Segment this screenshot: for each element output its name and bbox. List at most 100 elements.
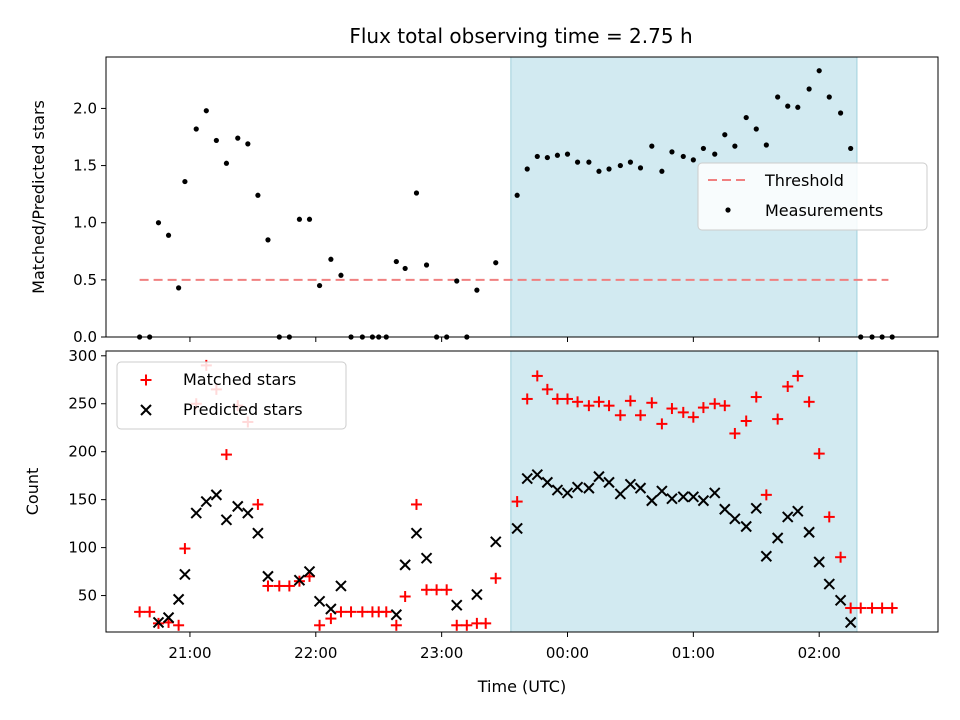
predicted-star-point bbox=[399, 559, 411, 571]
legend-threshold-label: Threshold bbox=[764, 171, 844, 190]
measurement-point bbox=[193, 126, 199, 132]
predicted-star-point bbox=[666, 492, 678, 505]
measurement-point bbox=[848, 145, 854, 152]
measurement-point bbox=[743, 114, 749, 121]
measurement-point bbox=[659, 168, 665, 174]
predicted-star-point bbox=[813, 556, 825, 568]
x-tick-label: 23:00 bbox=[420, 644, 463, 662]
measurement-point bbox=[223, 160, 230, 166]
predicted-star-point bbox=[313, 595, 326, 608]
measurement-point bbox=[423, 262, 430, 268]
predicted-star-point bbox=[771, 532, 784, 544]
measurement-point bbox=[255, 192, 261, 198]
matched-star-point bbox=[314, 619, 326, 631]
measurement-point bbox=[816, 68, 822, 74]
x-axis-label: Time (UTC) bbox=[477, 677, 566, 696]
matched-star-point bbox=[792, 370, 804, 382]
matched-star-point bbox=[729, 427, 741, 439]
measurement-point bbox=[669, 149, 675, 155]
y-tick-label: 100 bbox=[68, 539, 97, 557]
measurement-point bbox=[617, 162, 623, 169]
measurement-point bbox=[690, 157, 696, 163]
matched-star-point bbox=[451, 619, 463, 631]
measurement-point bbox=[564, 151, 571, 157]
ratio-plot-frame bbox=[105, 56, 939, 338]
predicted-star-point bbox=[709, 487, 721, 499]
matched-star-point bbox=[531, 370, 543, 382]
matched-star-point bbox=[866, 602, 878, 614]
x-tick-label: 02:00 bbox=[798, 644, 841, 662]
measurement-point bbox=[165, 232, 172, 238]
x-tick-label: 01:00 bbox=[672, 644, 715, 662]
measurement-point bbox=[554, 152, 561, 158]
predicted-star-point bbox=[420, 552, 433, 564]
matched-star-point bbox=[541, 383, 553, 395]
predicted-star-point bbox=[390, 609, 403, 621]
y-tick-label: 2.0 bbox=[73, 99, 97, 117]
measurement-point bbox=[732, 143, 738, 149]
predicted-star-point bbox=[646, 494, 658, 507]
predicted-star-point bbox=[172, 593, 185, 606]
matched-star-point bbox=[220, 449, 232, 461]
predicted-star-point bbox=[677, 491, 689, 503]
measurement-point bbox=[586, 159, 592, 165]
matched-star-point bbox=[325, 613, 337, 625]
y-tick-label: 150 bbox=[68, 491, 97, 509]
measurement-point bbox=[306, 216, 313, 222]
measurement-point bbox=[763, 142, 769, 148]
measurement-point bbox=[155, 220, 162, 226]
predicted-star-point bbox=[190, 507, 202, 519]
matched-star-point bbox=[666, 403, 678, 415]
measurement-point bbox=[534, 153, 540, 160]
predicted-star-point bbox=[571, 481, 584, 493]
measurement-point bbox=[338, 272, 344, 278]
matched-star-point bbox=[410, 498, 422, 510]
predicted-star-point bbox=[335, 580, 347, 592]
matched-star-point bbox=[823, 511, 835, 523]
matched-star-point bbox=[134, 606, 146, 618]
predicted-star-point bbox=[325, 603, 337, 615]
measurement-point bbox=[544, 154, 550, 161]
measurement-point bbox=[606, 166, 612, 172]
predicted-star-point bbox=[729, 513, 741, 525]
measurement-point bbox=[637, 165, 644, 171]
legend-matched-swatch bbox=[140, 374, 152, 386]
predicted-star-point bbox=[451, 599, 463, 611]
x-tick-label: 21:00 bbox=[168, 644, 211, 662]
predicted-star-point bbox=[792, 505, 804, 517]
predicted-star-point bbox=[719, 503, 731, 515]
matched-star-point bbox=[740, 415, 752, 427]
matched-star-point bbox=[431, 584, 443, 596]
matched-star-point bbox=[345, 606, 357, 618]
measurement-point bbox=[826, 94, 832, 100]
measurement-point bbox=[454, 278, 460, 284]
measurement-point bbox=[245, 141, 251, 147]
matched-star-point bbox=[561, 393, 573, 405]
predicted-star-point bbox=[687, 491, 700, 503]
matched-star-point bbox=[855, 602, 867, 614]
ratio-x-ticks bbox=[189, 337, 820, 342]
x-tick-label: 00:00 bbox=[546, 644, 589, 662]
predicted-star-point bbox=[844, 616, 857, 629]
predicted-star-point bbox=[232, 500, 244, 513]
predicted-star-point bbox=[541, 476, 554, 489]
predicted-star-point bbox=[200, 495, 213, 508]
matched-star-point bbox=[252, 498, 264, 510]
matched-star-point bbox=[335, 606, 347, 618]
matched-star-point bbox=[461, 619, 473, 631]
y-tick-label: 0.5 bbox=[73, 271, 97, 289]
y-tick-label: 200 bbox=[68, 443, 97, 461]
matched-star-point bbox=[490, 572, 502, 584]
y-tick-label: 50 bbox=[78, 587, 97, 605]
matched-star-point bbox=[646, 397, 658, 409]
predicted-star-point bbox=[303, 565, 316, 578]
matched-star-point bbox=[572, 396, 584, 408]
predicted-star-point bbox=[656, 485, 668, 497]
measurement-point bbox=[402, 265, 408, 272]
matched-star-point bbox=[603, 400, 615, 412]
matched-star-point bbox=[593, 396, 605, 408]
matched-star-point bbox=[273, 580, 285, 592]
measurement-point bbox=[413, 190, 420, 196]
measurement-point bbox=[712, 151, 718, 157]
matched-star-point bbox=[697, 402, 709, 414]
